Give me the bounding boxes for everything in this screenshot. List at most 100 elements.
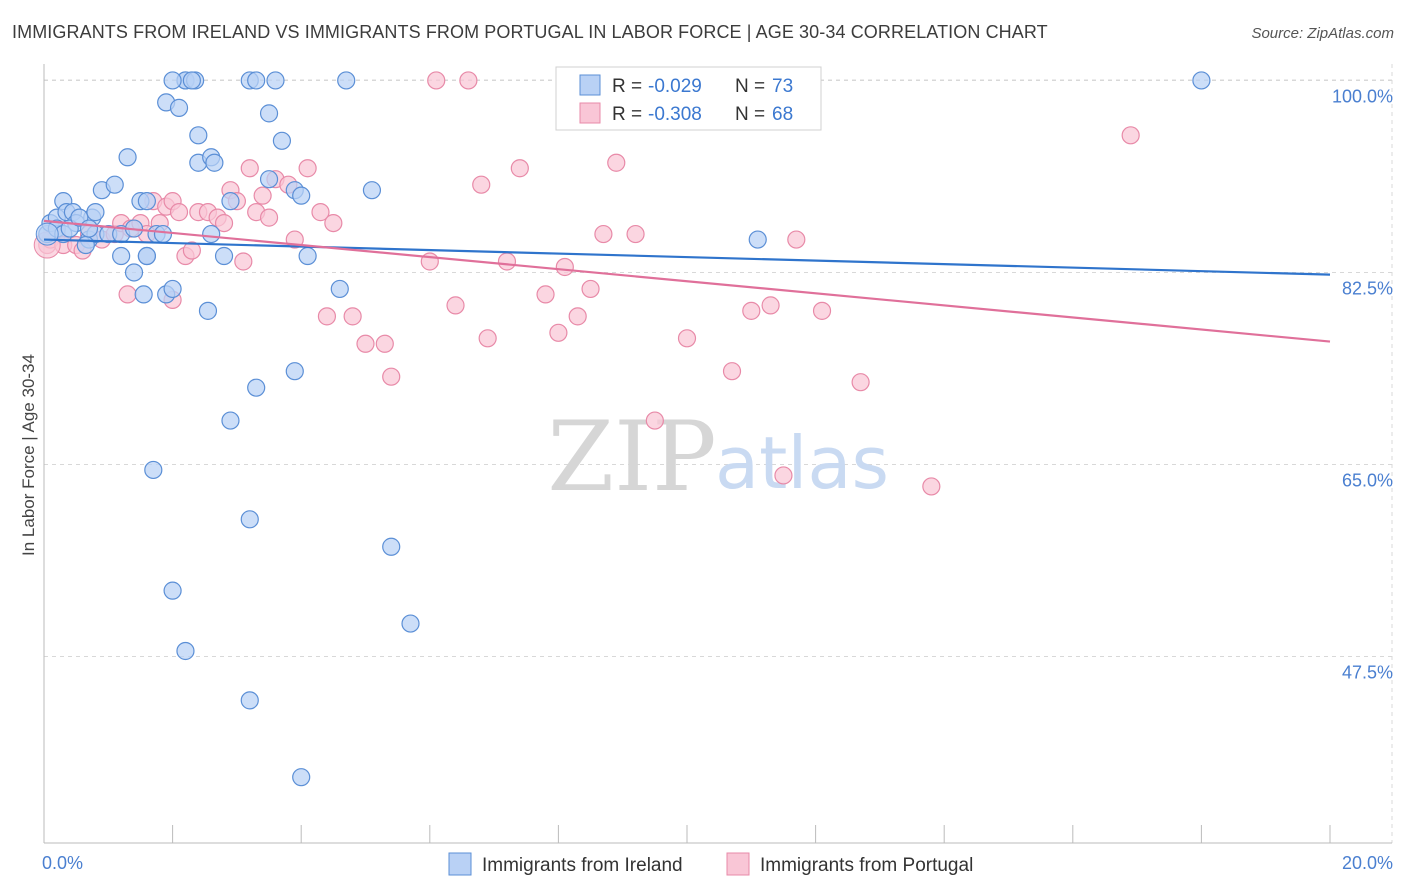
ireland-point-63 (285, 362, 304, 381)
ireland-point-68 (401, 614, 420, 633)
ireland-point-46 (214, 246, 234, 266)
ireland-point-52 (337, 71, 356, 90)
y-tick-label-3: 100.0% (1332, 86, 1393, 106)
portugal-point-62 (761, 296, 780, 315)
series-legend-swatch-portugal (726, 852, 750, 876)
watermark: ZIP atlas (547, 401, 889, 513)
legend-r-label-ireland: R = (612, 76, 642, 97)
portugal-point-59 (677, 329, 697, 348)
ireland-point-55 (259, 170, 279, 189)
ireland-point-33 (137, 246, 156, 266)
x-tick-label-1: 20.0% (1342, 853, 1393, 873)
ireland-point-53 (259, 104, 279, 123)
portugal-point-34 (298, 159, 317, 178)
ireland-point-51 (266, 71, 285, 90)
axes (43, 64, 1392, 844)
ireland-point-28 (137, 192, 156, 211)
portugal-point-67 (922, 477, 941, 496)
series-legend: Immigrants from Ireland Immigrants from … (448, 852, 973, 876)
ireland-point-31 (124, 263, 144, 282)
portugal-point-27 (240, 159, 259, 178)
legend-n-value-ireland: 73 (772, 76, 793, 97)
ireland-point-39 (182, 71, 201, 90)
ireland-point-20 (86, 203, 105, 222)
ireland-point-69 (176, 641, 195, 661)
series-ireland-points (35, 71, 1211, 787)
ireland-point-26 (153, 224, 173, 244)
stats-legend: R = -0.029 N = 73 R = -0.308 N = 68 (555, 66, 822, 131)
portugal-point-66 (851, 373, 870, 392)
portugal-point-23 (214, 213, 234, 233)
portugal-point-26 (234, 252, 253, 271)
ireland-point-71 (292, 768, 311, 787)
ireland-point-57 (292, 186, 311, 205)
portugal-point-69 (427, 71, 446, 90)
portugal-point-19 (182, 241, 201, 260)
ireland-point-17 (105, 175, 124, 194)
watermark-zip: ZIP (547, 401, 716, 513)
ireland-point-60 (330, 279, 349, 299)
portugal-point-50 (536, 285, 555, 304)
portugal-point-41 (356, 334, 375, 353)
legend-r-value-portugal: -0.308 (648, 104, 702, 125)
ireland-point-18 (118, 148, 137, 167)
chart-title: IMMIGRANTS FROM IRELAND VS IMMIGRANTS FR… (12, 22, 1048, 42)
legend-n-label-portugal: N = (735, 104, 765, 125)
portugal-point-51 (549, 323, 568, 342)
ireland-point-58 (362, 181, 382, 200)
ireland-point-30 (163, 279, 182, 299)
portugal-point-52 (555, 257, 574, 277)
portugal-point-61 (742, 301, 761, 320)
portugal-point-56 (607, 153, 626, 172)
trendline-ireland (43, 238, 1331, 276)
ireland-point-72 (748, 230, 767, 249)
ireland-point-61 (221, 411, 240, 430)
portugal-point-35 (311, 203, 330, 222)
ireland-point-50 (247, 71, 266, 90)
series-legend-swatch-ireland (448, 852, 472, 876)
portugal-point-68 (1121, 126, 1140, 145)
ireland-point-35 (169, 98, 189, 117)
ireland-point-14 (76, 235, 95, 255)
tick-labels: 47.5% 65.0% 82.5% 100.0% 0.0% 20.0% In Labor F… (19, 86, 1393, 873)
trend-lines (43, 219, 1331, 343)
ireland-point-70 (240, 691, 259, 710)
ireland-point-48 (198, 301, 218, 320)
portugal-point-39 (317, 307, 337, 326)
y-axis-title: In Labor Force | Age 30-34 (19, 354, 38, 556)
portugal-point-60 (722, 362, 742, 381)
ireland-point-59 (298, 246, 317, 266)
portugal-point-30 (259, 208, 279, 227)
ireland-point-cluster (35, 222, 59, 246)
legend-swatch-portugal (579, 102, 601, 124)
portugal-point-46 (472, 175, 491, 194)
ireland-point-41 (189, 126, 208, 145)
legend-r-label-portugal: R = (612, 104, 642, 125)
series-legend-label-ireland: Immigrants from Ireland (482, 855, 683, 876)
trendline-portugal (43, 219, 1331, 343)
source-label: Source: ZipAtlas.com (1251, 25, 1394, 42)
ireland-point-65 (240, 510, 259, 529)
portugal-point-63 (774, 466, 793, 485)
portugal-point-70 (459, 71, 478, 90)
portugal-point-29 (253, 186, 272, 205)
portugal-point-54 (581, 279, 600, 299)
portugal-point-48 (497, 252, 517, 271)
legend-swatch-ireland (579, 74, 601, 96)
ireland-point-67 (163, 581, 182, 600)
ireland-point-27 (112, 246, 131, 266)
ireland-point-47 (202, 224, 221, 244)
ireland-point-45 (221, 192, 240, 211)
portugal-point-43 (382, 367, 401, 386)
legend-n-value-portugal: 68 (772, 104, 793, 125)
portugal-point-47 (478, 329, 497, 348)
portugal-point-37 (118, 285, 137, 304)
portugal-point-57 (626, 224, 645, 244)
ireland-point-64 (144, 460, 163, 480)
y-tick-label-0: 47.5% (1342, 662, 1393, 682)
y-tick-label-2: 82.5% (1342, 278, 1393, 298)
portugal-point-58 (645, 411, 664, 430)
ireland-point-15 (79, 219, 99, 238)
portugal-point-36 (324, 213, 343, 233)
